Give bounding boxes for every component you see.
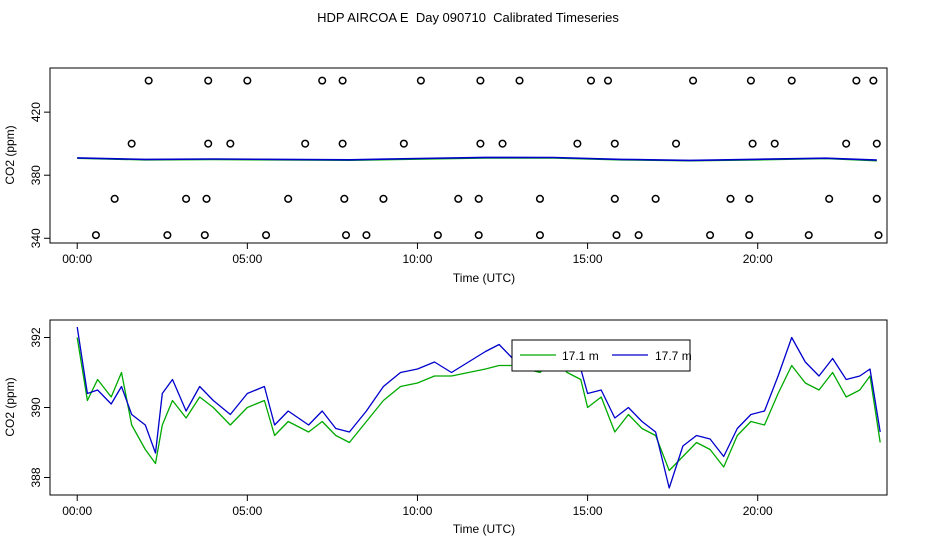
top-marker-point <box>476 76 485 85</box>
top-marker-point <box>341 231 351 240</box>
top-marker-point <box>787 76 796 85</box>
top-marker-point <box>433 231 442 240</box>
top-marker-point <box>454 194 463 203</box>
top-marker-point <box>852 76 861 85</box>
top-marker-point <box>634 231 643 240</box>
bottom-y-axis: 388 390 392 <box>29 327 50 488</box>
top-marker-point <box>202 194 211 203</box>
top-marker-point <box>226 139 235 148</box>
top-marker-point <box>144 76 153 85</box>
bottom-panel: 00:00 05:00 10:00 15:00 20:00 388 390 392 17.1… <box>3 319 888 536</box>
top-marker-point <box>535 231 545 240</box>
top-marker-point <box>474 231 483 240</box>
top-marker-point <box>872 194 881 203</box>
top-y-tick-label: 420 <box>29 102 43 122</box>
top-marker-point <box>689 76 698 85</box>
top-marker-point <box>515 76 524 85</box>
bottom-series-line-green <box>76 337 881 472</box>
top-marker-point <box>163 231 172 240</box>
top-marker-point <box>726 194 735 203</box>
top-marker-point <box>204 139 213 148</box>
top-marker-point <box>610 194 619 203</box>
top-marker-point <box>200 231 209 240</box>
chart-title: HDP AIRCOA E Day 090710 Calibrated Times… <box>317 10 619 25</box>
bottom-series-group <box>76 326 881 489</box>
top-marker-point <box>770 139 779 148</box>
bottom-y-tick-label: 392 <box>29 327 43 347</box>
top-marker-point <box>379 194 388 203</box>
top-marker-point <box>745 231 754 240</box>
top-series-group <box>77 156 877 162</box>
top-y-axis-label: CO2 (ppm) <box>3 125 17 184</box>
top-marker-point <box>416 76 425 85</box>
top-marker-point <box>362 231 371 240</box>
top-marker-point <box>748 139 757 148</box>
top-y-tick-label: 340 <box>29 228 43 248</box>
top-x-tick-label: 00:00 <box>62 252 92 266</box>
top-marker-point <box>476 139 485 148</box>
top-marker-point <box>318 76 327 85</box>
bottom-y-tick-label: 390 <box>29 397 43 417</box>
legend-label-17-7: 17.7 m <box>655 349 692 363</box>
top-y-axis: 340 380 420 <box>29 102 50 248</box>
top-marker-point <box>182 194 191 203</box>
top-x-tick-label: 05:00 <box>232 252 262 266</box>
top-marker-point <box>262 231 271 240</box>
top-marker-point <box>338 76 347 85</box>
bottom-x-tick-label: 15:00 <box>573 504 603 518</box>
bottom-x-tick-label: 10:00 <box>402 504 432 518</box>
top-marker-point <box>842 139 851 148</box>
bottom-x-tick-label: 20:00 <box>743 504 773 518</box>
top-marker-point <box>651 194 660 203</box>
top-marker-point <box>204 76 213 85</box>
bottom-x-axis: 00:00 05:00 10:00 15:00 20:00 <box>62 495 773 518</box>
top-marker-point <box>745 194 754 203</box>
top-x-tick-label: 15:00 <box>573 252 603 266</box>
legend: 17.1 m 17.7 m <box>511 339 692 372</box>
bottom-y-axis-label: CO2 (ppm) <box>3 377 17 436</box>
top-marker-point <box>610 139 619 148</box>
top-marker-point <box>301 139 310 148</box>
top-marker-point <box>110 194 119 203</box>
top-series-line-blue <box>77 156 877 162</box>
top-x-tick-label: 10:00 <box>402 252 432 266</box>
top-marker-point <box>535 194 545 203</box>
top-marker-point <box>872 139 881 148</box>
top-x-tick-label: 20:00 <box>743 252 773 266</box>
bottom-plot-frame <box>49 319 888 496</box>
top-marker-point <box>338 139 347 148</box>
top-panel: 00:00 05:00 10:00 15:00 20:00 340 380 420 Time… <box>3 67 888 285</box>
top-marker-point <box>474 194 483 203</box>
top-marker-point <box>603 76 613 85</box>
top-marker-point <box>91 231 100 240</box>
top-marker-point <box>127 139 136 148</box>
top-marker-point <box>825 194 834 203</box>
top-marker-point <box>498 139 507 148</box>
top-marker-point <box>284 194 293 203</box>
bottom-x-axis-label: Time (UTC) <box>453 522 515 536</box>
top-marker-point <box>874 231 883 240</box>
top-marker-point <box>573 139 582 148</box>
top-marker-point <box>340 194 349 203</box>
bottom-x-tick-label: 05:00 <box>232 504 262 518</box>
top-marker-point <box>243 76 252 85</box>
bottom-series-line-blue <box>76 326 881 489</box>
top-marker-point <box>706 231 715 240</box>
top-marker-point <box>869 76 878 85</box>
top-plot-frame <box>49 67 888 244</box>
top-marker-point <box>586 76 596 85</box>
top-marker-point <box>671 139 681 148</box>
bottom-y-tick-label: 388 <box>29 467 43 487</box>
top-marker-group <box>91 76 883 240</box>
bottom-x-tick-label: 00:00 <box>62 504 92 518</box>
legend-label-17-1: 17.1 m <box>562 349 599 363</box>
top-x-axis: 00:00 05:00 10:00 15:00 20:00 <box>62 243 773 266</box>
top-marker-point <box>804 231 813 240</box>
top-y-tick-label: 380 <box>29 165 43 185</box>
top-x-axis-label: Time (UTC) <box>453 271 515 285</box>
top-marker-point <box>746 76 755 85</box>
top-marker-point <box>399 139 408 148</box>
top-marker-point <box>612 231 621 240</box>
